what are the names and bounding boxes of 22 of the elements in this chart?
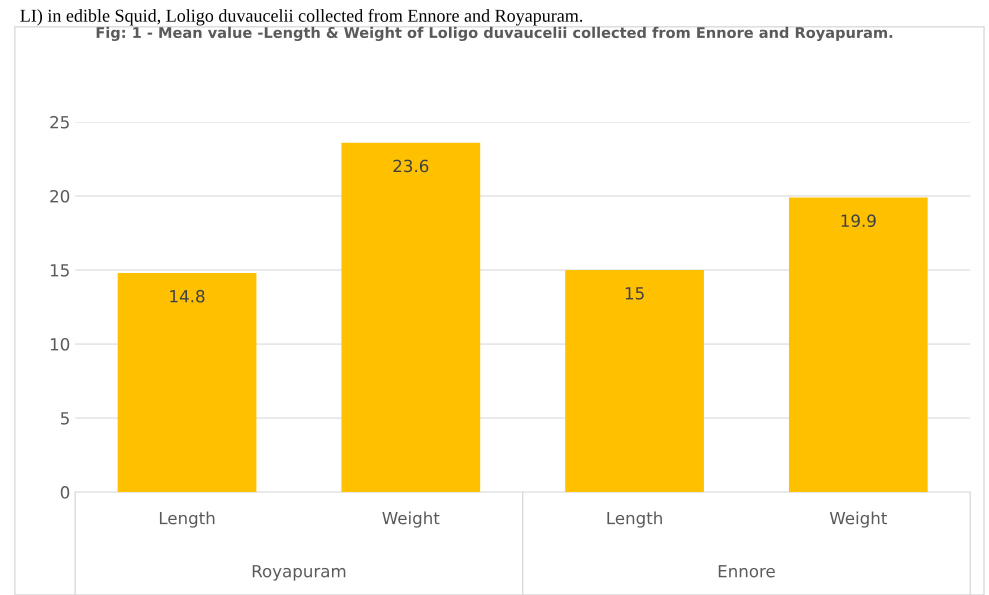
data-label: 15 <box>626 287 644 300</box>
x-tick-label: Length <box>160 512 214 528</box>
data-label: 19.9 <box>842 214 876 228</box>
bar <box>118 272 256 492</box>
y-tick-label: 15 <box>50 264 69 277</box>
y-tick-label: 25 <box>50 116 69 129</box>
bar <box>788 197 928 492</box>
data-label: 14.8 <box>170 290 204 303</box>
y-tick-label: 20 <box>50 190 70 203</box>
text: Royapuram <box>252 565 346 581</box>
bar <box>565 270 704 492</box>
text: LI) in edible Squid, Loligo duvaucelii collected from Ennore and Royapuram. <box>20 8 582 26</box>
y-tick-label: 5 <box>60 412 69 425</box>
bar <box>341 142 480 492</box>
y-tick-label: 10 <box>50 338 70 351</box>
x-tick-label: Weight <box>830 512 887 528</box>
data-label: 23.6 <box>393 160 428 172</box>
chart-title: Fig: 1 - Mean value -Length & Weight of Loligo duvaucelii collected from Ennore and Royapuram. <box>96 26 892 42</box>
x-tick-label: Weight <box>382 512 440 528</box>
text: Ennore <box>718 565 775 578</box>
y-tick-label: 0 <box>60 486 70 499</box>
x-tick-label: Length <box>607 512 662 528</box>
